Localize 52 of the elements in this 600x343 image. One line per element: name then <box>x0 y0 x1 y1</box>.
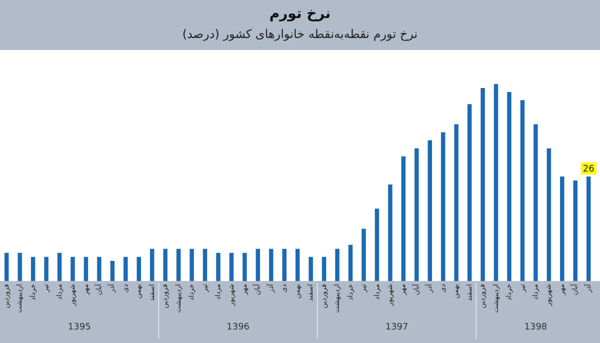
bar <box>507 92 512 281</box>
bar <box>4 252 9 281</box>
data-label: 26 <box>582 164 595 174</box>
bar <box>520 100 525 281</box>
bar <box>534 124 538 281</box>
bar <box>124 256 128 281</box>
bar <box>242 252 247 281</box>
bar <box>573 180 578 281</box>
bar <box>282 248 286 281</box>
bar <box>388 184 392 281</box>
bar <box>362 228 366 281</box>
chart-subtitle: نرخ تورم نقطه‌به‌نقطه خانوارهای کشور (درصد) <box>181 26 419 41</box>
bar <box>136 256 141 281</box>
bar <box>44 256 48 281</box>
bar <box>163 248 168 281</box>
bar <box>428 140 432 281</box>
text: 1398 <box>524 322 548 332</box>
bar <box>440 132 446 281</box>
bar <box>335 248 340 281</box>
bar <box>295 248 300 281</box>
bar <box>229 252 234 281</box>
bar <box>546 148 552 281</box>
bar <box>467 104 472 281</box>
bar <box>176 248 181 281</box>
bar <box>110 260 115 281</box>
bar <box>190 248 194 281</box>
bar <box>97 256 102 281</box>
bar <box>150 248 154 281</box>
bar <box>202 248 208 281</box>
bar <box>308 256 313 281</box>
bar <box>269 248 274 281</box>
bar <box>348 244 353 281</box>
bar <box>84 256 88 281</box>
bar <box>586 176 591 281</box>
bar <box>494 84 498 281</box>
bar <box>480 88 485 281</box>
text: 1395 <box>68 322 91 332</box>
chart-title: نرخ تورم <box>268 5 332 22</box>
bar <box>30 256 36 281</box>
bar <box>401 156 406 281</box>
bar <box>256 248 260 281</box>
bar <box>216 252 220 281</box>
text: 1396 <box>226 322 250 332</box>
bar <box>414 148 419 281</box>
bar <box>18 252 22 281</box>
bar <box>57 252 62 281</box>
bar <box>374 208 380 281</box>
bar <box>70 256 75 281</box>
bar <box>454 124 458 281</box>
bar <box>322 256 326 281</box>
bar <box>560 176 564 281</box>
text: 1397 <box>385 322 408 332</box>
